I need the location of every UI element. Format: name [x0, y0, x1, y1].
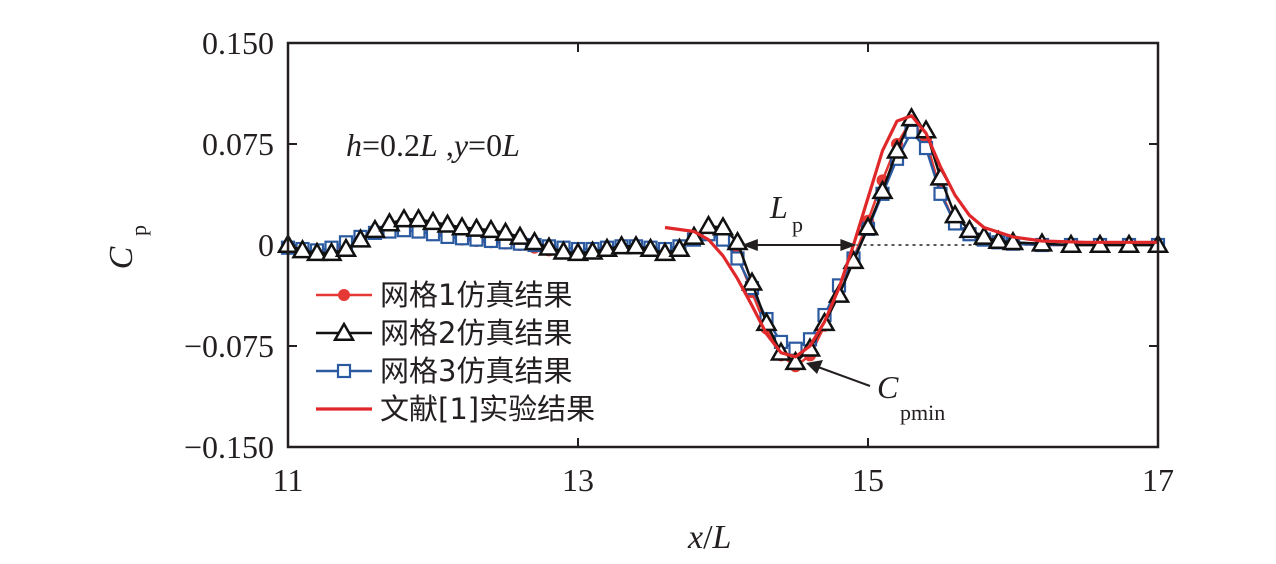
x-axis-title: x/L: [687, 519, 731, 556]
x-axis-title-sub: L: [712, 519, 732, 556]
series-layer: [276, 106, 1170, 373]
series-2-point: [407, 207, 430, 228]
series-2-point: [566, 241, 590, 262]
x-tick-label: 15: [852, 462, 884, 498]
series-2-point: [334, 237, 358, 258]
series-4: [664, 114, 1158, 359]
series-2-point: [363, 218, 387, 239]
series-2-point: [450, 215, 474, 236]
series-2-point: [508, 225, 532, 245]
series-2-point: [1001, 230, 1025, 251]
y-axis-title: C p: [103, 225, 151, 269]
lp-arrowhead-left: [741, 239, 758, 251]
series-2-point: [740, 271, 764, 291]
x-tick-label: 17: [1142, 462, 1174, 498]
condition-comma: ,: [438, 127, 454, 163]
legend-swatch-marker: [336, 363, 352, 379]
y-tick-labels: 0.150 0.075 0 −0.075 −0.150: [184, 25, 274, 465]
series-2: [276, 106, 1170, 371]
x-tick-label: 13: [562, 462, 594, 498]
series-2-point: [305, 241, 329, 262]
lp-label-sub: p: [792, 212, 803, 237]
legend-item: 网格1仿真结果: [316, 278, 572, 312]
y-axis-title-sub: p: [126, 225, 151, 236]
x-axis-title-sep: /: [703, 519, 713, 556]
y-tick-label: 0: [258, 227, 274, 263]
x-tick-label: 11: [273, 462, 304, 498]
cpmin-arrow-line: [817, 366, 871, 387]
legend-item: 文献[1]实验结果: [316, 392, 595, 426]
series-2-point: [711, 215, 735, 236]
series-2-point: [784, 350, 807, 371]
condition-L2: L: [501, 127, 520, 163]
series-4-line: [664, 114, 1158, 359]
series-2-point: [349, 228, 372, 248]
y-tick-label: 0.075: [202, 126, 274, 162]
series-2-point: [465, 217, 488, 237]
series-2-point: [537, 236, 561, 256]
legend-label: 网格3仿真结果: [380, 354, 572, 388]
legend-swatch-marker: [338, 289, 350, 301]
y-tick-label: −0.075: [184, 328, 274, 364]
cpmin-annotation: C pmin: [806, 360, 945, 425]
legend-swatch-marker: [332, 321, 356, 341]
series-2-point: [552, 240, 575, 260]
series-2-point: [987, 229, 1010, 249]
cpmin-label-main: C: [877, 369, 899, 405]
series-2-point: [523, 230, 546, 251]
x-axis-title-main: x: [687, 519, 703, 556]
cpmin-label-sub: pmin: [900, 400, 945, 425]
series-2-point: [291, 238, 314, 259]
series-2-point: [1059, 233, 1083, 253]
series-2-point: [639, 237, 662, 258]
legend-label: 网格2仿真结果: [380, 316, 572, 350]
y-axis-title-main: C: [103, 246, 140, 269]
series-2-point: [610, 234, 633, 255]
series-2-point: [871, 179, 894, 200]
legend-label: 网格1仿真结果: [380, 278, 572, 312]
lp-annotation: L p: [741, 189, 857, 251]
series-2-point: [972, 225, 996, 245]
series-2-point: [581, 240, 604, 260]
series-2-point: [436, 213, 459, 233]
series-2-point: [943, 203, 967, 224]
series-2-point: [479, 218, 503, 239]
condition-L1: L: [419, 127, 438, 163]
series-2-point: [421, 210, 445, 231]
y-tick-label: −0.150: [184, 429, 274, 465]
series-2-point: [494, 221, 517, 241]
series-2-point: [885, 139, 909, 159]
legend-label: 文献[1]实验结果: [380, 392, 595, 426]
plot-frame: [286, 41, 1160, 449]
lp-label-main: L: [769, 189, 788, 225]
legend-item: 网格3仿真结果: [316, 354, 572, 388]
series-2-point: [856, 215, 880, 236]
y-tick-label: 0.150: [202, 25, 274, 61]
lp-arrowhead-right: [840, 239, 857, 251]
condition-annotation: h=0.2L ,y=0L: [346, 127, 520, 163]
series-2-point: [595, 237, 619, 258]
series-2-point: [392, 207, 416, 228]
condition-y: y: [451, 127, 469, 163]
condition-h: h: [346, 127, 362, 163]
series-2-point: [958, 218, 981, 239]
series-2-point: [624, 234, 648, 255]
x-tick-labels: 11 13 15 17: [273, 462, 1174, 498]
condition-eq2: =0: [468, 127, 502, 163]
cpmin-arrowhead: [806, 360, 823, 374]
series-2-point: [668, 237, 691, 258]
series-2-point: [697, 214, 720, 235]
condition-eq1: =0.2: [362, 127, 420, 163]
legend-item: 网格2仿真结果: [316, 316, 572, 350]
series-2-point: [726, 230, 749, 251]
